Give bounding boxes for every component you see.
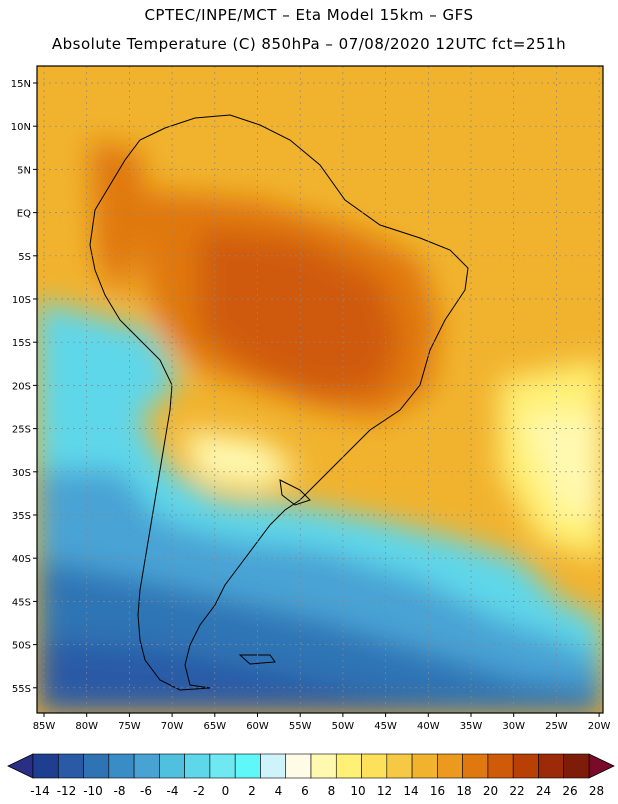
- lat-label: 5S: [18, 252, 31, 263]
- lon-label: 70W: [161, 721, 184, 732]
- colorbar-tick-label: 6: [301, 784, 309, 798]
- colorbar-tick-label: -4: [167, 784, 179, 798]
- colorbar-tick-label: 20: [483, 784, 498, 798]
- lon-label: 20W: [588, 721, 611, 732]
- colorbar-swatch: [361, 753, 388, 779]
- colorbar-swatch: [184, 753, 211, 779]
- colorbar-swatch: [260, 753, 287, 779]
- lon-label: 25W: [545, 721, 568, 732]
- lon-label: 35W: [460, 721, 483, 732]
- lat-label: 20S: [12, 381, 31, 392]
- lat-label: 5N: [17, 165, 31, 176]
- colorbar-swatch: [285, 753, 312, 779]
- lon-label: 40W: [417, 721, 440, 732]
- lon-label: 75W: [118, 721, 141, 732]
- lat-label: 40S: [12, 554, 31, 565]
- lon-label: 80W: [75, 721, 98, 732]
- lon-label: 30W: [502, 721, 525, 732]
- colorbar-tick-label: 16: [430, 784, 445, 798]
- colorbar-tick-label: -12: [57, 784, 77, 798]
- lat-label: 50S: [12, 641, 31, 652]
- colorbar-swatch: [335, 753, 362, 779]
- chart-title-line1: CPTEC/INPE/MCT – Eta Model 15km – GFS: [144, 6, 474, 24]
- colorbar: -14 -12 -10 -8 -6 -4 -2 0 2 4 6 8 10 12 14 16 18 20 22 24 26…: [7, 753, 615, 798]
- lon-label: 55W: [289, 721, 312, 732]
- lat-label: 10N: [11, 122, 31, 133]
- colorbar-tick-label: 24: [536, 784, 551, 798]
- lat-label: 55S: [12, 684, 31, 695]
- colorbar-low-arrow: [7, 753, 34, 779]
- colorbar-swatch: [462, 753, 489, 779]
- colorbar-swatch: [386, 753, 413, 779]
- colorbar-tick-label: -14: [30, 784, 50, 798]
- chart-title-line2: Absolute Temperature (C) 850hPa – 07/08/…: [51, 35, 567, 53]
- lat-label: 45S: [12, 597, 31, 608]
- colorbar-swatch: [209, 753, 236, 779]
- coastlines: [89, 114, 469, 691]
- colorbar-swatch: [538, 753, 565, 779]
- colorbar-swatch: [437, 753, 463, 779]
- lon-label: 50W: [332, 721, 355, 732]
- lon-label: 60W: [246, 721, 269, 732]
- lat-lon-grid: [37, 66, 603, 713]
- lat-label: 25S: [12, 425, 31, 436]
- colorbar-tick-label: 12: [377, 784, 392, 798]
- temperature-field: [37, 66, 603, 713]
- colorbar-tick-label: 0: [222, 784, 230, 798]
- colorbar-swatch: [512, 753, 539, 779]
- colorbar-swatch: [411, 753, 438, 779]
- colorbar-tick-label: 28: [589, 784, 604, 798]
- colorbar-tick-label: 2: [248, 784, 256, 798]
- colorbar-tick-label: 22: [509, 784, 524, 798]
- map-frame: [36, 65, 604, 714]
- colorbar-tick-label: -10: [83, 784, 103, 798]
- colorbar-swatch: [57, 753, 84, 779]
- colorbar-swatch: [563, 753, 590, 779]
- colorbar-tick-label: 10: [350, 784, 365, 798]
- colorbar-swatch: [108, 753, 135, 779]
- lon-label: 65W: [203, 721, 226, 732]
- colorbar-high-arrow: [588, 753, 615, 779]
- colorbar-tick-label: 14: [403, 784, 418, 798]
- colorbar-tick-label: 4: [275, 784, 283, 798]
- colorbar-swatch: [159, 753, 185, 779]
- colorbar-tick-label: -8: [114, 784, 126, 798]
- colorbar-swatch: [83, 753, 110, 779]
- lat-label: 30S: [12, 468, 31, 479]
- lon-label: 45W: [374, 721, 397, 732]
- lat-label: 10S: [12, 295, 31, 306]
- colorbar-tick-label: 26: [562, 784, 577, 798]
- colorbar-swatch: [234, 753, 261, 779]
- colorbar-swatch: [133, 753, 160, 779]
- lat-label: 15S: [12, 338, 31, 349]
- lon-label: 85W: [33, 721, 56, 732]
- latitude-labels: 15N 10N 5N EQ 5S 10S 15S 20S 25S 30S 35S 40S 45S 50S 5…: [11, 79, 37, 695]
- longitude-labels: 85W 80W 75W 70W 65W 60W 55W 50W 45W 40W 35W 30W 25W 2…: [33, 713, 611, 732]
- colorbar-swatch: [487, 753, 514, 779]
- colorbar-swatch: [32, 753, 59, 779]
- colorbar-tick-label: -2: [193, 784, 205, 798]
- colorbar-swatch: [310, 753, 337, 779]
- colorbar-tick-label: -6: [140, 784, 152, 798]
- lat-label: 15N: [11, 79, 31, 90]
- colorbar-tick-label: 8: [328, 784, 336, 798]
- colorbar-tick-label: 18: [456, 784, 471, 798]
- lat-label: 35S: [12, 511, 31, 522]
- lat-label: EQ: [17, 209, 31, 220]
